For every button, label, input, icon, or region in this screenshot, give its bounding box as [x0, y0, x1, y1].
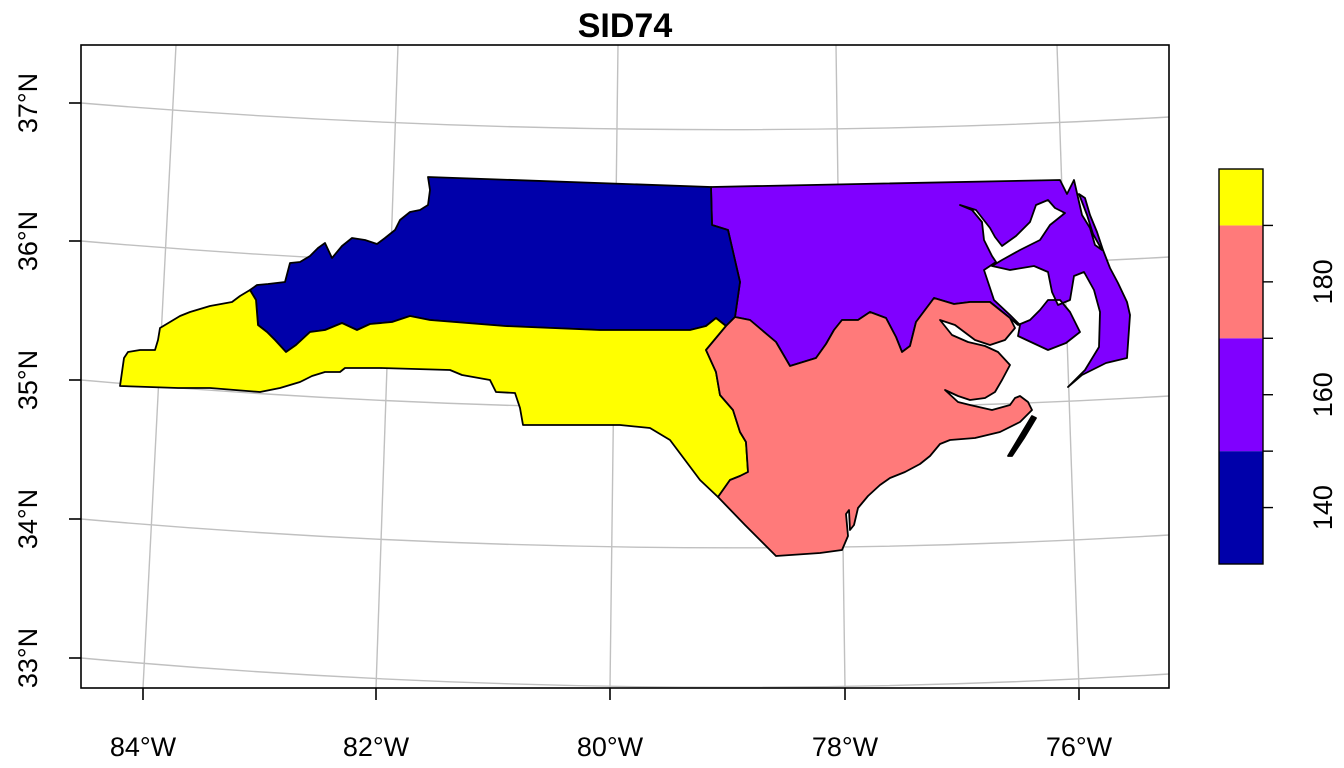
legend-swatch [1219, 338, 1263, 452]
plot-area: 84°W 82°W 80°W 78°W 76°W 33°N 34°N 35°N … [13, 44, 1170, 762]
y-axis: 33°N 34°N 35°N 36°N 37°N [13, 73, 81, 688]
y-tick-label: 34°N [13, 489, 43, 549]
y-tick-label: 37°N [13, 73, 43, 133]
legend-tick-label: 160 [1308, 372, 1338, 417]
parallel-33 [80, 657, 1170, 688]
legend-tick-label: 180 [1308, 259, 1338, 304]
legend-colorbar: 140 160 180 [1218, 168, 1338, 565]
legend-swatch [1219, 169, 1263, 226]
legend-swatch [1219, 225, 1263, 339]
x-tick-label: 82°W [343, 732, 410, 762]
legend-ticks: 140 160 180 [1263, 224, 1338, 530]
x-tick-label: 78°W [812, 732, 879, 762]
parallel-34 [80, 518, 1170, 549]
x-axis: 84°W 82°W 80°W 78°W 76°W [110, 688, 1113, 762]
meridian-76w [1056, 44, 1080, 689]
regions [119, 176, 1131, 557]
region-south-west [119, 289, 749, 498]
legend-swatch [1219, 451, 1263, 564]
y-tick-label: 35°N [13, 350, 43, 410]
x-tick-label: 76°W [1046, 732, 1113, 762]
y-tick-label: 36°N [13, 211, 43, 271]
region-south-east [705, 297, 1033, 557]
plot-frame [80, 44, 1170, 689]
outer-banks-strip [1007, 415, 1037, 457]
y-tick-label: 33°N [13, 628, 43, 688]
x-tick-label: 84°W [110, 732, 177, 762]
legend-frame [1218, 168, 1264, 565]
legend-tick-label: 140 [1308, 485, 1338, 530]
parallel-37 [80, 102, 1170, 131]
x-tick-label: 80°W [577, 732, 644, 762]
map-title: SID74 [578, 7, 673, 45]
legend-swatches [1219, 169, 1263, 564]
